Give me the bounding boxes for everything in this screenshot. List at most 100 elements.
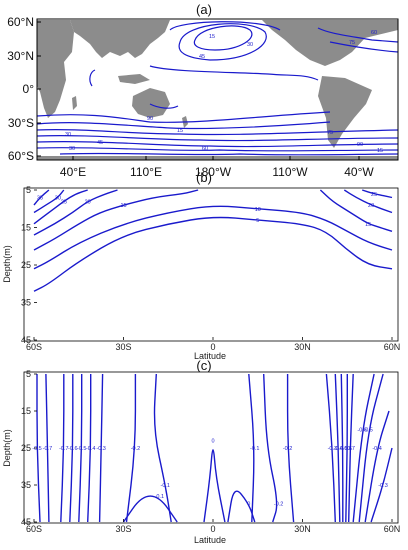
- contour-label: -0.5: [77, 446, 86, 452]
- land-indonesia: [118, 74, 150, 84]
- contour-line: [36, 129, 399, 136]
- contour-line: [33, 216, 393, 292]
- contour-label: 30: [247, 42, 253, 48]
- contour-label: -0.6: [357, 428, 366, 434]
- contour-label: -0.2: [274, 502, 283, 508]
- contour-label: 15: [377, 148, 383, 154]
- panel-a-title: (a): [196, 2, 212, 17]
- contour-label: 15: [365, 222, 371, 228]
- contour-label: 15: [120, 203, 126, 209]
- contour-line: [36, 140, 399, 148]
- x-tick-label: 30S: [115, 342, 131, 352]
- contour-label: 90: [147, 116, 153, 122]
- contour-line: [36, 146, 399, 152]
- contour-label: 75: [327, 130, 333, 136]
- x-tick-label: 0: [210, 524, 215, 534]
- contour-line: [361, 189, 393, 199]
- contour-label: 15: [177, 128, 183, 134]
- contour-label: -0.6: [343, 446, 352, 452]
- contour-line: [33, 189, 199, 251]
- contour-line: [98, 373, 104, 523]
- contour-line: [329, 41, 399, 53]
- land-africa: [37, 20, 74, 118]
- y-tick-label: 45: [21, 517, 31, 527]
- contour-line: [59, 152, 399, 156]
- panel-b-frame: [23, 187, 399, 342]
- contour-label: -0.1: [155, 494, 164, 500]
- contour-label: 0: [247, 502, 250, 508]
- panel-c-title: (c): [196, 358, 211, 373]
- contour-label: 60: [371, 30, 377, 36]
- contour-line: [149, 103, 179, 109]
- contour-line: [122, 495, 178, 523]
- contour-line: [89, 69, 96, 87]
- contour-label: -0.4: [86, 446, 95, 452]
- contour-line: [36, 121, 331, 130]
- contour-line: [345, 373, 349, 523]
- contour-line: [334, 373, 341, 523]
- x-tick-label: 0: [210, 342, 215, 352]
- land-south-america: [318, 76, 372, 148]
- contour-line: [203, 449, 226, 523]
- contour-line: [33, 189, 88, 225]
- panel-b-xlabel: Latitude: [194, 351, 226, 361]
- panel-c-contour-labels: -0.5 -0.7 -0.7 -0.6 -0.5 -0.4 -0.3 -0.2-0.1-0.1…: [32, 428, 388, 508]
- y-tick-label: 30°S: [8, 116, 34, 130]
- contour-label: 75: [349, 40, 355, 46]
- contour-line: [60, 373, 65, 523]
- contour-label: -0.4: [334, 446, 343, 452]
- x-tick-label: 60S: [26, 524, 42, 534]
- panel-a: (a): [7, 2, 399, 179]
- contour-label: -0.3: [96, 446, 105, 452]
- panel-c: (c) -0.5 -0.7 -0.7 -0.6 -0.5 -0.4 -0.3 -0.2-0.1…: [2, 358, 400, 545]
- panel-b-ylabel: Depth(m): [2, 245, 12, 283]
- contour-line: [33, 189, 118, 236]
- contour-line: [125, 373, 137, 523]
- contour-line: [169, 21, 281, 31]
- contour-label: 25: [371, 192, 377, 198]
- contour-label: 30: [55, 196, 61, 202]
- y-tick-label: 15: [21, 406, 31, 416]
- y-tick-label: 15: [21, 223, 31, 233]
- contour-line: [153, 373, 172, 523]
- contour-line: [78, 374, 83, 523]
- y-tick-label: 30°N: [7, 49, 34, 63]
- contour-label: -0.4: [372, 446, 381, 452]
- y-tick-label: 35: [21, 298, 31, 308]
- y-tick-label: 5: [26, 185, 31, 195]
- contour-line: [325, 373, 336, 523]
- x-tick-label: 40°E: [60, 165, 86, 179]
- contour-label: -0.3: [378, 483, 387, 489]
- contour-line: [193, 25, 253, 51]
- contour-line: [340, 373, 344, 522]
- panel-b-title: (b): [196, 170, 212, 185]
- land-masses: [37, 20, 398, 160]
- contour-line: [358, 373, 384, 523]
- contour-line: [352, 373, 375, 523]
- contour-label: 0: [211, 439, 214, 445]
- contour-label: -0.5: [363, 428, 372, 434]
- contour-label: 20: [85, 199, 91, 205]
- contour-line: [33, 189, 50, 206]
- contour-label: 90: [357, 142, 363, 148]
- land-antarctica: [37, 156, 398, 160]
- contour-line: [348, 373, 354, 523]
- contour-line: [263, 373, 278, 523]
- y-tick-label: 25: [21, 443, 31, 453]
- panel-c-ticks: 60S 30S 0 30N 60N 5 15 25 35 45: [21, 369, 400, 534]
- x-tick-label: 30N: [294, 342, 311, 352]
- contour-label: -0.2: [131, 446, 140, 452]
- contour-line: [87, 373, 92, 523]
- contour-line: [319, 189, 393, 232]
- x-tick-label: 60S: [26, 342, 42, 352]
- panel-b-contours: [33, 189, 393, 292]
- contour-line: [227, 490, 256, 523]
- contour-label: 10: [255, 207, 261, 213]
- contour-label: -0.1: [250, 446, 259, 452]
- x-tick-label: 30S: [115, 524, 131, 534]
- x-tick-label: 60N: [384, 342, 401, 352]
- contour-line: [248, 373, 255, 523]
- y-tick-label: 5: [26, 369, 31, 379]
- contour-label: -0.1: [161, 483, 170, 489]
